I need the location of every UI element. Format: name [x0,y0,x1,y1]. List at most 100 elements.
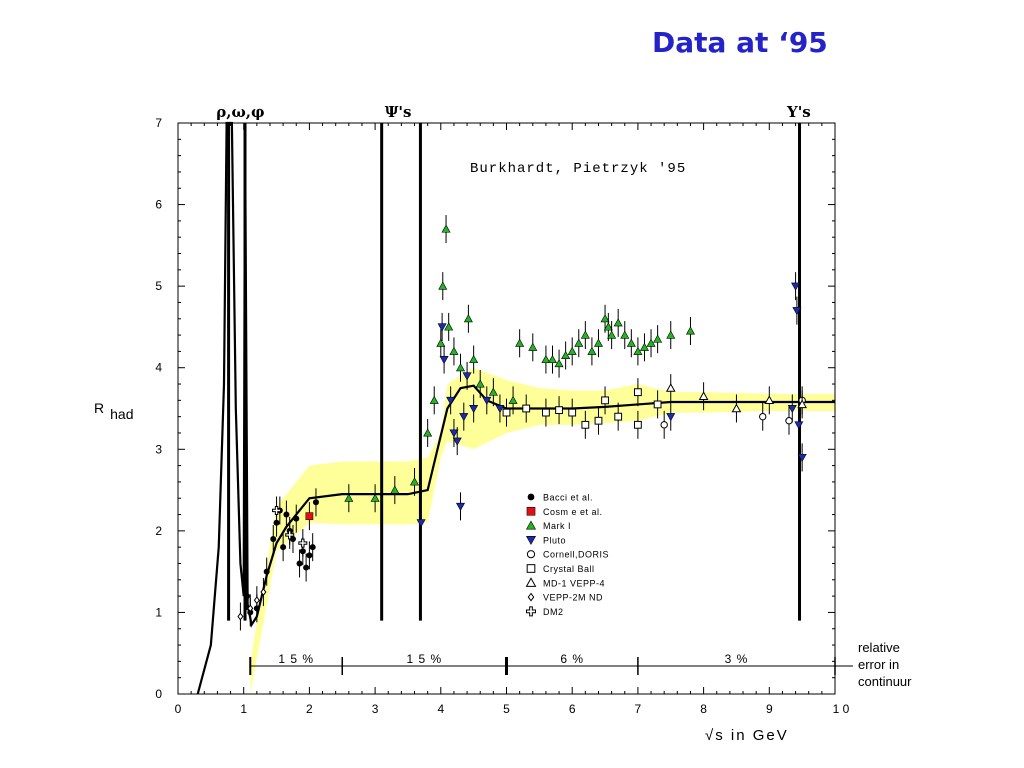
data-point [475,379,485,388]
data-point [639,342,649,351]
data-point [568,408,577,417]
data-point [253,596,260,605]
data-point [456,363,466,372]
legend-marker [526,507,536,516]
y-tick-label: 1 [155,605,162,619]
data-point [561,350,571,359]
y-tick-label: 0 [155,687,162,701]
legend-marker [525,520,537,530]
resonance-layer [227,123,802,621]
data-point [542,408,550,417]
data-point [459,413,469,422]
data-point [626,338,636,347]
x-tick-label: 7 [635,702,642,716]
y-axis-label-sub: had [110,406,133,422]
x-tick-label: 9 [766,702,773,716]
data-point [660,421,668,429]
data-point [607,330,617,339]
x-axis-label: √s in GeV [705,727,789,744]
data-point [344,493,354,502]
data-point [429,395,439,404]
data-point [272,505,282,515]
data-point [574,338,584,347]
relative-error-bar: 1 5 % 1 5 % 6 % 3 % relative error in continuu… [249,640,912,689]
data-point [449,346,459,355]
data-point [283,511,290,518]
data-point [495,404,505,414]
data-point [410,477,420,486]
data-point [601,396,609,405]
data-point [247,604,254,613]
relative-error-note: error in [858,657,899,672]
data-point [482,396,492,405]
data-point [685,326,695,335]
x-tick-label: 2 [306,702,313,716]
data-point [469,404,479,414]
legend-marker [526,564,536,573]
legend-label: Cosm e et al. [543,507,603,517]
data-point [437,323,447,332]
error-band-layer [250,367,835,694]
data-point [665,383,676,392]
data-point [547,354,557,364]
data-point [296,560,303,567]
legend-label: DM2 [543,607,564,617]
data-point [613,318,623,327]
relative-error-label: 1 5 % [278,652,314,666]
data-point [653,334,663,343]
legend: Bacci et al. Cosm e et al. Mark I Pluto Corn… [525,493,609,617]
y-tick-label: 5 [155,279,162,293]
data-point [600,314,610,323]
peak-label: ρ,ω,φ [216,103,264,121]
legend-label: MD-1 VEPP-4 [543,578,605,588]
data-point [306,552,313,559]
relative-error-label: 6 % [560,652,584,666]
y-tick-label: 6 [155,198,162,212]
data-point [797,453,807,463]
x-tick-label: 0 [175,702,182,716]
legend-label: Mark I [543,521,571,531]
data-point [791,282,801,291]
x-tick-label: 6 [569,702,576,716]
data-point [469,354,479,364]
data-point [449,429,459,438]
x-tick-label: 3 [372,702,379,716]
data-point [441,224,451,233]
data-point [792,307,802,316]
data-point [285,530,295,540]
data-point [581,420,590,429]
axis-ticks: 0 1 2 3 4 5 6 7 0 1 2 3 4 5 6 7 8 9 1 0 [155,116,849,716]
data-point [270,536,277,543]
data-point [488,387,498,396]
data-point [634,420,642,429]
data-point [462,372,472,381]
legend-label: Pluto [543,535,566,545]
legend-label: Bacci et al. [543,493,593,503]
data-point [260,588,267,597]
data-point [305,512,314,521]
fit-curve [196,121,835,695]
x-tick-label: 4 [437,702,444,716]
data-point [446,396,456,405]
legend-marker [525,535,537,546]
legend-label: Cornell,DORIS [543,550,609,560]
data-point [303,564,310,571]
data-point [555,406,563,415]
data-point [567,346,577,355]
data-point [593,338,603,347]
data-point [603,322,613,331]
data-point [502,408,511,417]
slide-title: Data at ‘95 [652,26,828,59]
data-point [436,338,446,347]
legend-marker [525,577,537,587]
data-point [309,544,316,551]
data-point [594,416,603,425]
data-point [237,612,244,621]
x-tick-label: 8 [700,702,707,716]
data-point [666,330,676,339]
peak-label: Υ's [786,103,811,121]
data-point [456,502,466,512]
data-point [698,391,709,400]
data-point [390,485,400,494]
data-point [614,412,623,421]
